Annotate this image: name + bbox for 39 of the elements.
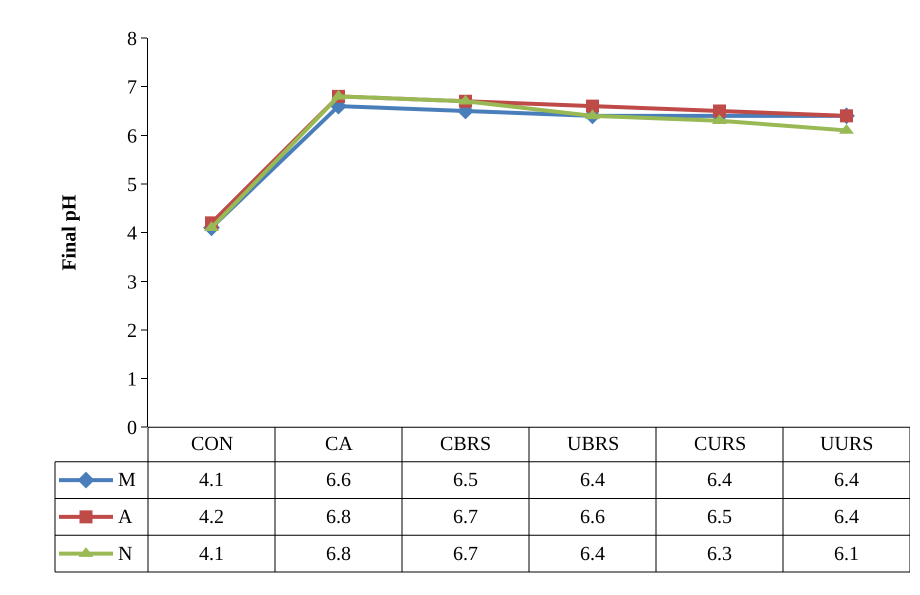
data-label: 6.6 [580,506,605,528]
legend-label: A [118,506,133,528]
data-label: 6.4 [580,543,605,565]
y-tick-label: 5 [127,174,137,196]
data-label: 6.8 [326,543,351,565]
x-tick-label: CURS [694,433,746,455]
data-label: 6.4 [580,469,605,491]
data-label: 6.8 [326,506,351,528]
y-tick-label: 2 [127,320,137,342]
data-label: 6.1 [834,543,859,565]
x-tick-label: UBRS [567,433,620,455]
y-tick-label: 7 [127,76,137,99]
data-label: 4.2 [199,506,224,528]
y-tick-label: 6 [127,125,137,148]
data-label: 6.5 [453,469,478,491]
x-tick-label: CBRS [440,433,492,455]
data-label: 4.1 [199,543,224,565]
data-label: 6.6 [326,469,351,491]
y-tick-label: 4 [127,222,137,245]
data-label: 6.3 [707,543,732,565]
legend-label: N [118,543,132,565]
data-label: 6.4 [834,506,859,528]
y-tick-label: 8 [127,28,137,50]
y-tick-label: 1 [127,368,137,391]
x-tick-label: UURS [820,433,874,455]
data-label: 6.7 [453,543,478,565]
y-tick-label: 3 [127,271,137,294]
point [713,104,726,118]
y-axis-title: Final pH [58,194,80,271]
data-label: 6.7 [453,506,478,528]
legend-label: M [118,469,136,491]
point [586,100,599,113]
data-label: 6.4 [707,469,732,491]
data-label: 4.1 [199,469,224,491]
x-tick-label: CON [191,433,234,455]
y-tick-label: 0 [127,417,137,440]
data-label: 6.4 [834,469,859,491]
data-label: 6.5 [707,506,732,528]
x-tick-label: CA [325,433,354,455]
